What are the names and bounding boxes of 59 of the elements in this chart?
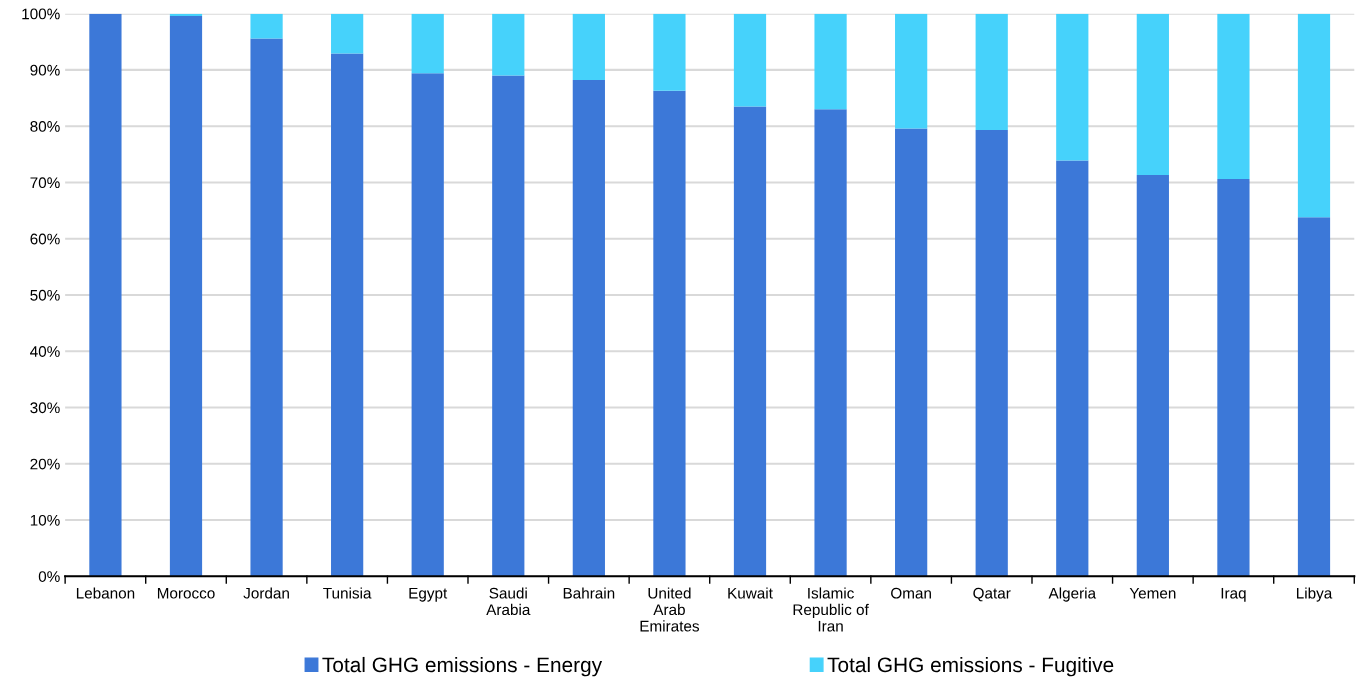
bar bbox=[331, 13, 364, 54]
bar bbox=[975, 130, 1008, 577]
bar bbox=[814, 109, 847, 577]
bar bbox=[411, 13, 444, 74]
bar bbox=[975, 13, 1008, 131]
x-tick-label: Algeria bbox=[1048, 587, 1097, 602]
x-tick-label: Tunisia bbox=[323, 587, 372, 599]
bar bbox=[250, 13, 283, 39]
bar bbox=[492, 75, 525, 577]
x-tick-label: Lebanon bbox=[76, 587, 135, 599]
bar bbox=[1136, 175, 1169, 577]
x-tick-label: Egypt bbox=[409, 587, 448, 602]
bar bbox=[895, 13, 928, 129]
bar bbox=[331, 53, 364, 577]
x-tick-label: Bahrain bbox=[563, 587, 615, 599]
bar bbox=[733, 106, 767, 577]
x-tick-label: Qatar bbox=[973, 587, 1011, 602]
bar bbox=[1056, 13, 1089, 161]
bar bbox=[733, 13, 767, 107]
bar bbox=[1217, 179, 1250, 577]
legend-label: Total GHG emissions - Fugitive bbox=[827, 656, 1114, 677]
bar bbox=[814, 13, 847, 110]
bar bbox=[89, 13, 122, 577]
x-tick-label: Morocco bbox=[157, 587, 215, 599]
bar bbox=[1297, 13, 1331, 218]
x-tick-label: United Arab Emirates bbox=[640, 587, 700, 632]
y-tick-label: 0% bbox=[38, 571, 60, 582]
bar bbox=[492, 13, 525, 76]
x-tick-label: Islamic Republic of Iran bbox=[793, 587, 869, 632]
y-tick-label: 40% bbox=[30, 346, 60, 357]
bar bbox=[1056, 160, 1089, 577]
y-tick-label: 90% bbox=[30, 64, 60, 76]
bar bbox=[1297, 217, 1331, 577]
bar bbox=[653, 90, 686, 577]
y-tick-label: 50% bbox=[30, 289, 60, 301]
x-tick-label: Jordan bbox=[243, 587, 289, 599]
bar bbox=[1136, 13, 1169, 176]
x-tick-label: Oman bbox=[891, 587, 931, 599]
x-tick-label: Yemen bbox=[1129, 587, 1176, 599]
x-tick-label: Saudi Arabia bbox=[486, 587, 531, 616]
x-tick-label: Iraq bbox=[1221, 587, 1246, 602]
bar bbox=[169, 15, 203, 577]
bar bbox=[250, 38, 283, 577]
y-tick-label: 20% bbox=[30, 458, 60, 470]
y-tick-label: 80% bbox=[30, 121, 60, 132]
legend-label: Total GHG emissions - Energy bbox=[322, 656, 603, 677]
bar bbox=[895, 128, 928, 577]
y-tick-label: 30% bbox=[30, 402, 60, 414]
bar bbox=[572, 80, 605, 577]
y-tick-label: 60% bbox=[30, 233, 60, 245]
bar bbox=[411, 73, 444, 577]
bar bbox=[1217, 13, 1250, 180]
y-tick-label: 70% bbox=[30, 177, 60, 189]
y-tick-label: 100% bbox=[22, 8, 60, 20]
bar bbox=[653, 13, 686, 91]
bar bbox=[572, 13, 605, 81]
x-tick-label: Libya bbox=[1296, 587, 1333, 602]
y-tick-label: 10% bbox=[30, 514, 60, 526]
x-tick-label: Kuwait bbox=[728, 587, 773, 599]
